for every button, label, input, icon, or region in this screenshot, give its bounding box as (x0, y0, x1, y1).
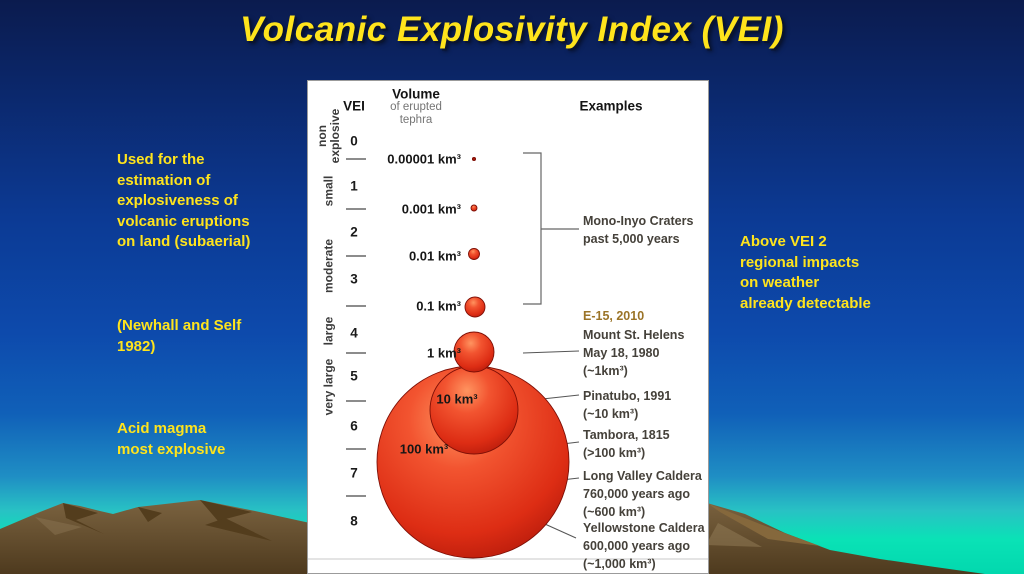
header-volume: Volume (392, 86, 440, 102)
volume-label-10km3: 10 km³ (436, 391, 478, 407)
mountains-silhouette (0, 499, 985, 574)
volume-label-100km3: 100 km³ (399, 441, 449, 457)
vei-scale-number-7: 7 (350, 465, 358, 481)
volume-label-0-1km3: 0.1 km³ (416, 298, 461, 314)
volume-label-0-01km3: 0.01 km³ (408, 248, 461, 264)
header-volume-subtitle: of erupted tephra (390, 101, 442, 126)
note-above-vei2: Above VEI 2 regional impacts on weather … (740, 233, 871, 312)
vei-diagram-panel: VEI Volume of erupted tephra Examples no… (307, 80, 709, 574)
category-label-small: small (321, 175, 336, 207)
header-examples: Examples (579, 98, 643, 114)
example-long-valley: Long Valley Caldera 760,000 years ago (~… (583, 469, 702, 519)
tephra-volume-spheres (376, 156, 570, 559)
note-used-for: Used for the estimation of explosiveness… (117, 151, 251, 250)
right-mountain-slope (690, 499, 985, 574)
sphere-1km3 (453, 331, 495, 373)
mono-inyo-bracket (523, 152, 579, 305)
volume-label-0-001km3: 0.001 km³ (401, 201, 461, 217)
leader-st-helens (522, 350, 580, 354)
sphere-0-1km3 (464, 296, 486, 318)
category-label-large: large (321, 316, 336, 346)
note-acid-magma: Acid magma most explosive (117, 420, 226, 458)
volume-label-1km3: 1 km³ (427, 345, 461, 361)
vei-scale-number-4: 4 (350, 325, 358, 341)
left-mountain-range (0, 500, 365, 574)
vei-scale-number-0: 0 (350, 133, 358, 149)
vei-scale-number-1: 1 (350, 178, 358, 194)
sphere-0-001km3 (470, 204, 478, 212)
note-newhall-self: (Newhall and Self 1982) (117, 317, 242, 355)
sphere-0-00001km3 (471, 156, 477, 162)
vei-scale-number-2: 2 (350, 224, 358, 240)
example-yellowstone: Yellowstone Caldera 600,000 years ago (~… (583, 521, 705, 571)
category-label-moderate: moderate (321, 238, 336, 294)
vei-scale-ticks (346, 158, 366, 497)
vei-scale-number-6: 6 (350, 418, 358, 434)
category-label-non-explosive: non explosive (315, 108, 342, 164)
sphere-0-01km3 (468, 248, 480, 260)
vei-diagram-graphics (308, 152, 708, 560)
example-pinatubo: Pinatubo, 1991 (~10 km³) (583, 389, 672, 421)
example-mono-inyo: Mono-Inyo Craters past 5,000 years (583, 214, 694, 246)
vei-scale-number-8: 8 (350, 513, 358, 529)
category-label-very-large: very large (321, 358, 336, 416)
example-e15: E-15, 2010 (583, 309, 645, 323)
vei-scale-number-3: 3 (350, 271, 358, 287)
example-st-helens: Mount St. Helens May 18, 1980 (~1km³) (583, 328, 685, 378)
slide-title: Volcanic Explosivity Index (VEI) (240, 10, 784, 49)
header-vei: VEI (343, 98, 365, 114)
example-tambora: Tambora, 1815 (>100 km³) (583, 428, 670, 460)
vei-scale-number-5: 5 (350, 368, 358, 384)
volume-label-0-00001km3: 0.00001 km³ (387, 151, 461, 167)
